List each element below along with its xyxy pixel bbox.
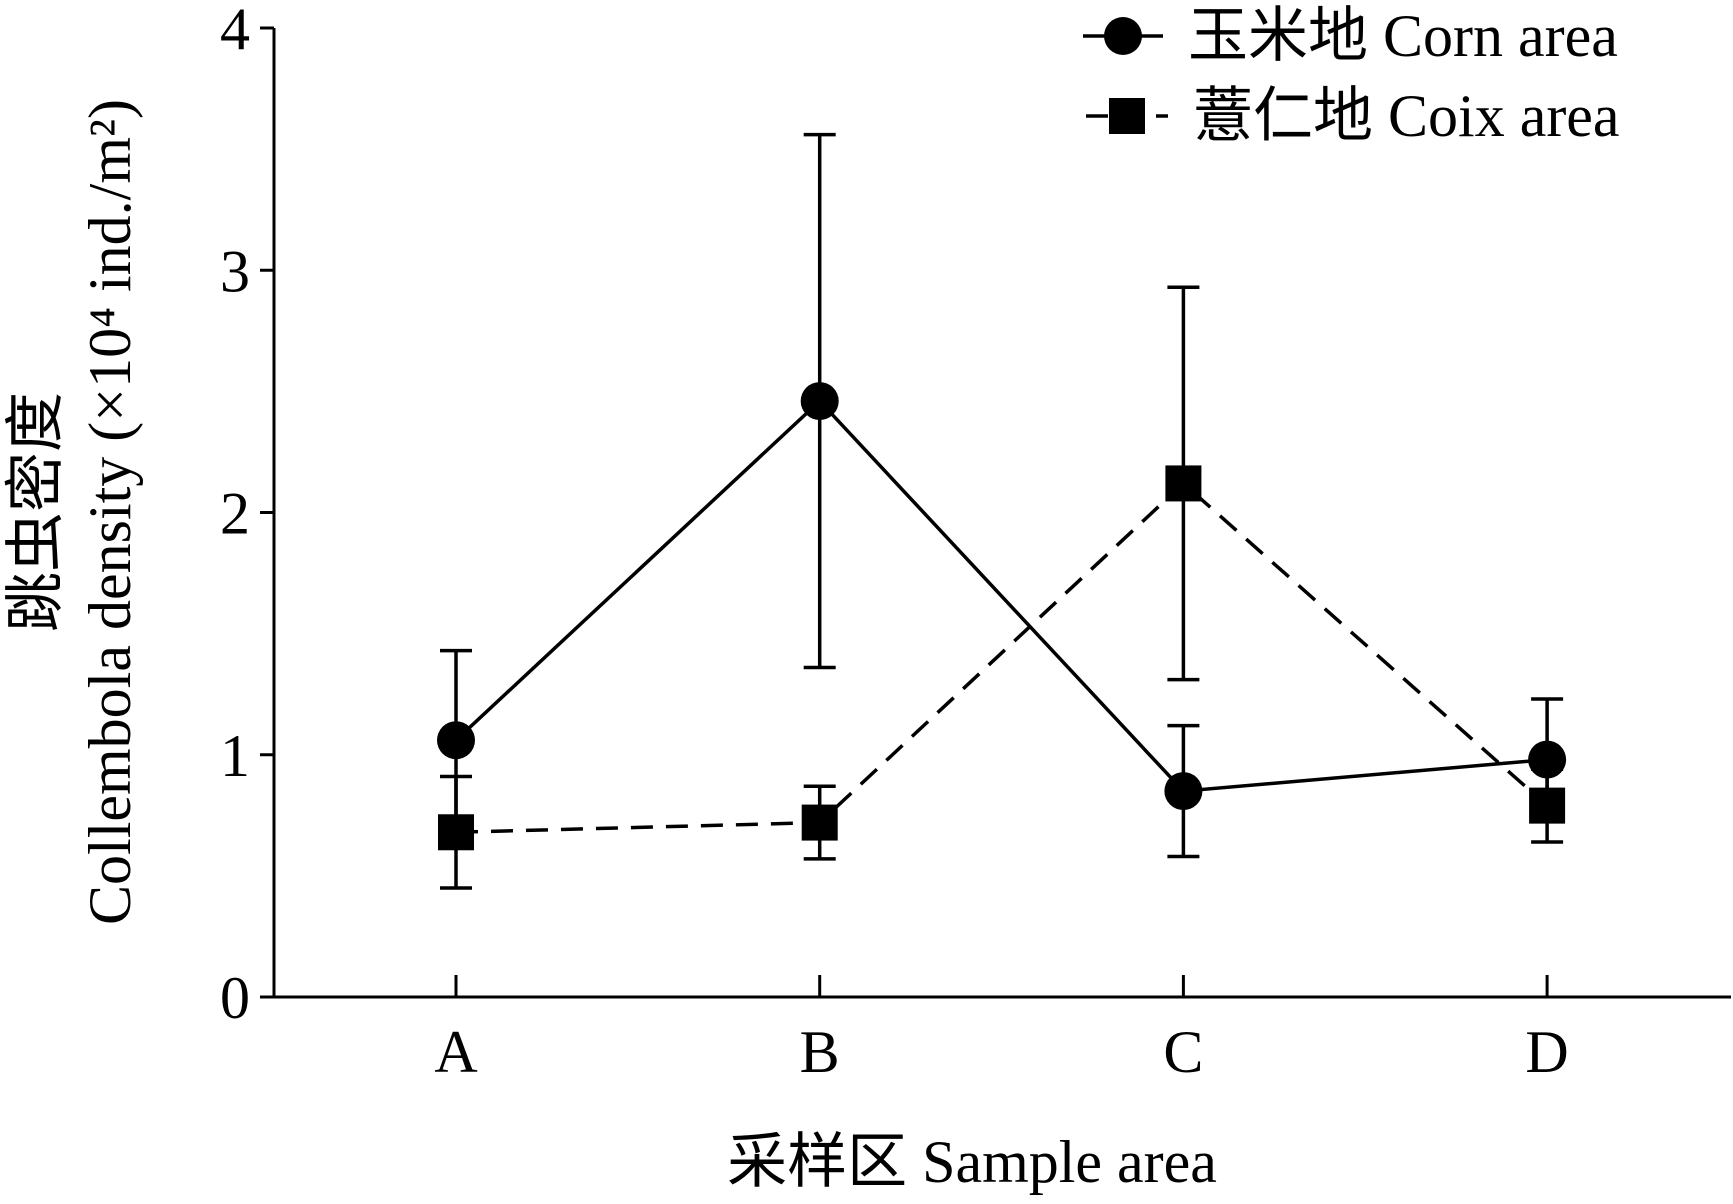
corn-area-marker-c [1164,772,1203,811]
y-tick-label-1: 1 [220,723,250,789]
y-tick-label-3: 3 [220,238,250,304]
legend-marker-circle [1104,17,1142,55]
x-tick-label-a: A [434,1019,477,1085]
legend-item-corn-area: 玉米地 Corn area [1083,3,1618,69]
corn-area-marker-a [437,721,475,760]
legend-marker-square [1109,98,1145,134]
coix-area-marker-d [1529,787,1566,824]
y-tick-label-0: 0 [220,965,250,1031]
coix-area-marker-b [801,804,838,841]
y-axis-label-cn: 跳虫密度 [3,392,69,632]
coix-area-line [455,481,1549,835]
y-tick-label-4: 4 [220,0,250,62]
corn-area-line [454,398,1548,793]
legend-label-coix-area: 薏仁地 Coix area [1193,83,1620,149]
legend-item-coix-area: 薏仁地 Coix area [1086,83,1620,149]
corn-area-marker-b [800,382,839,421]
x-tick-label-d: D [1525,1019,1568,1085]
coix-area-marker-c [1165,465,1202,502]
y-axis-label-en: Collembola density (×10⁴ ind./m²) [77,99,143,925]
legend: 玉米地 Corn area 薏仁地 Coix area [1083,3,1620,149]
plot-area: 0 1 2 3 4 A B C D [220,0,1569,1085]
x-axis-label: 采样区 Sample area [727,1129,1217,1195]
corn-area-marker-d [1528,740,1567,779]
y-tick-label-2: 2 [220,481,250,547]
x-tick-label-b: B [800,1019,840,1085]
legend-label-corn-area: 玉米地 Corn area [1188,3,1618,69]
x-tick-label-c: C [1163,1019,1203,1085]
coix-area-marker-a [438,814,474,851]
